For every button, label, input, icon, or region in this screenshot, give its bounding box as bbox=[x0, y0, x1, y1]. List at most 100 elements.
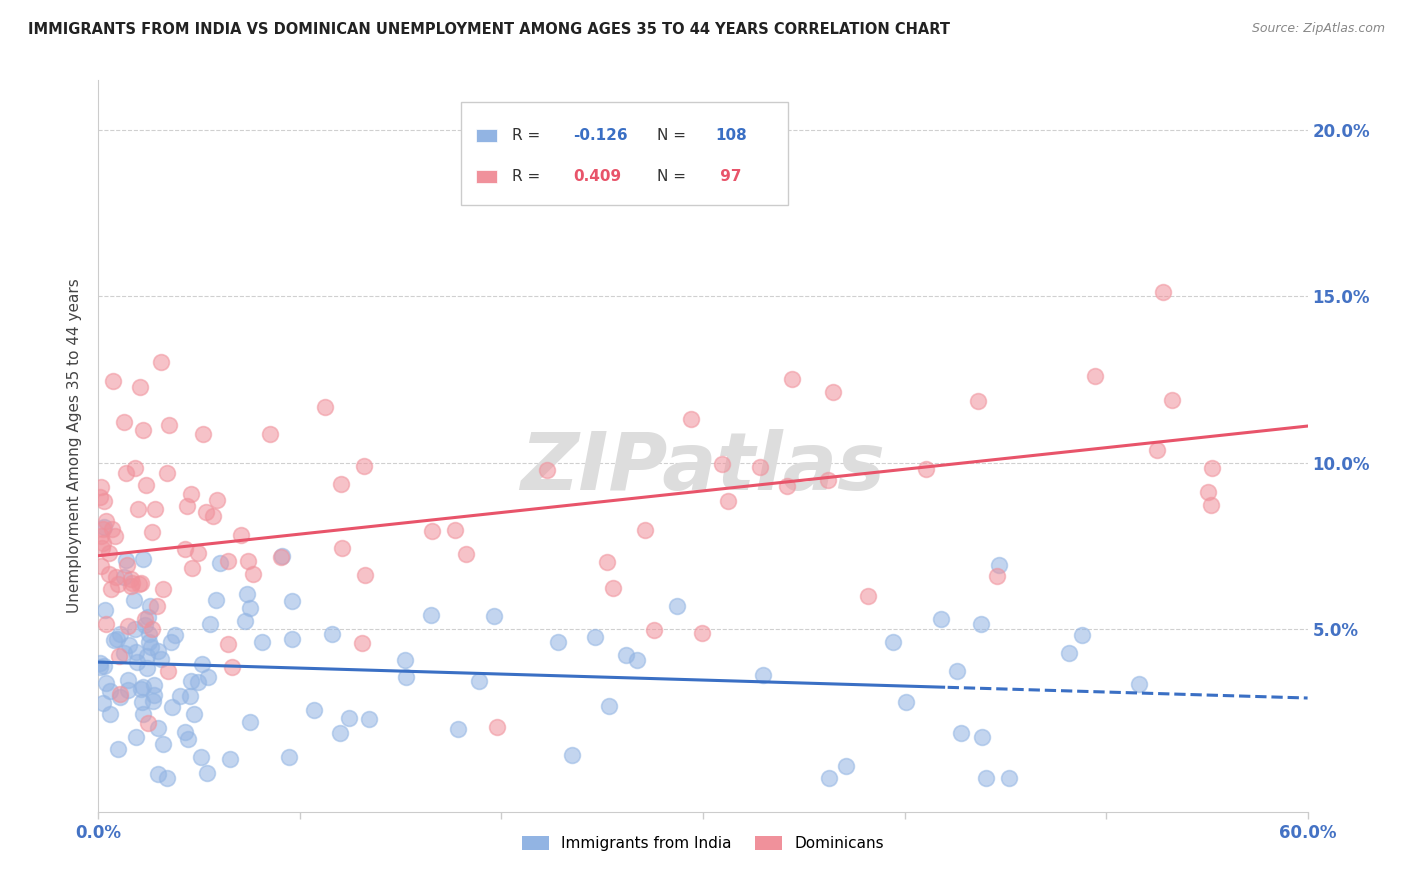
Point bbox=[949, 725, 972, 739]
Point bbox=[131, 681, 153, 696]
Point bbox=[454, 547, 477, 561]
Point bbox=[314, 400, 336, 414]
Point bbox=[112, 570, 135, 584]
Point bbox=[159, 635, 181, 649]
Point bbox=[101, 374, 124, 388]
Point bbox=[679, 411, 702, 425]
Point bbox=[90, 559, 112, 574]
Point bbox=[150, 355, 173, 369]
Point bbox=[583, 630, 606, 644]
Point bbox=[117, 619, 139, 633]
Point bbox=[183, 707, 205, 722]
Point bbox=[856, 589, 879, 603]
Text: R =: R = bbox=[512, 169, 546, 185]
Point bbox=[447, 722, 470, 736]
Point bbox=[997, 772, 1019, 786]
FancyBboxPatch shape bbox=[461, 103, 787, 204]
Point bbox=[614, 648, 637, 662]
Point bbox=[180, 561, 202, 575]
Bar bbox=[475, 128, 498, 142]
Point bbox=[114, 647, 136, 661]
Point bbox=[96, 675, 118, 690]
Point bbox=[132, 707, 155, 722]
Point bbox=[835, 759, 858, 773]
Point bbox=[195, 505, 218, 519]
Point bbox=[915, 462, 938, 476]
Text: N =: N = bbox=[657, 169, 690, 185]
Point bbox=[200, 616, 222, 631]
Point bbox=[105, 632, 128, 647]
Point bbox=[1057, 646, 1080, 660]
Point bbox=[250, 635, 273, 649]
Point bbox=[974, 772, 997, 786]
Point bbox=[94, 514, 117, 528]
Point bbox=[104, 529, 127, 543]
Point bbox=[270, 549, 292, 564]
Point bbox=[221, 659, 243, 673]
Point bbox=[1161, 393, 1184, 408]
Point bbox=[143, 678, 166, 692]
Point bbox=[141, 622, 163, 636]
Point bbox=[218, 752, 240, 766]
Point bbox=[169, 690, 191, 704]
Point bbox=[1146, 443, 1168, 458]
Legend: Immigrants from India, Dominicans: Immigrants from India, Dominicans bbox=[515, 828, 891, 859]
Point bbox=[149, 651, 172, 665]
Point bbox=[136, 661, 159, 675]
Point bbox=[103, 633, 125, 648]
Text: ZIPatlas: ZIPatlas bbox=[520, 429, 886, 507]
Point bbox=[626, 653, 648, 667]
Point bbox=[139, 640, 162, 654]
Point bbox=[143, 688, 166, 702]
Point bbox=[353, 458, 375, 473]
Point bbox=[217, 637, 239, 651]
Point bbox=[124, 623, 146, 637]
Point bbox=[598, 698, 620, 713]
Point bbox=[107, 576, 129, 591]
Text: IMMIGRANTS FROM INDIA VS DOMINICAN UNEMPLOYMENT AMONG AGES 35 TO 44 YEARS CORREL: IMMIGRANTS FROM INDIA VS DOMINICAN UNEMP… bbox=[28, 22, 950, 37]
Point bbox=[179, 689, 201, 703]
Point bbox=[148, 766, 170, 780]
Point bbox=[602, 581, 624, 595]
Point bbox=[105, 570, 128, 584]
Point bbox=[354, 567, 377, 582]
Point bbox=[302, 703, 325, 717]
Point bbox=[482, 609, 505, 624]
Point bbox=[536, 463, 558, 477]
Point bbox=[173, 724, 195, 739]
Point bbox=[157, 664, 180, 678]
Point bbox=[98, 707, 121, 722]
Point bbox=[90, 529, 112, 543]
Point bbox=[125, 730, 148, 744]
Point bbox=[394, 653, 416, 667]
Point bbox=[444, 523, 467, 537]
Point bbox=[156, 466, 179, 480]
Text: Source: ZipAtlas.com: Source: ZipAtlas.com bbox=[1251, 22, 1385, 36]
Point bbox=[1152, 285, 1174, 300]
Point bbox=[986, 569, 1008, 583]
Point bbox=[775, 478, 797, 492]
Point bbox=[94, 617, 117, 632]
Point bbox=[330, 477, 353, 491]
Point bbox=[217, 554, 239, 568]
Point bbox=[176, 732, 198, 747]
Point bbox=[486, 720, 509, 734]
Point bbox=[281, 594, 304, 608]
Point bbox=[176, 499, 198, 513]
Point bbox=[690, 626, 713, 640]
Point bbox=[152, 582, 174, 596]
Point bbox=[136, 610, 159, 624]
Point bbox=[136, 716, 159, 731]
Point bbox=[666, 599, 689, 614]
Point bbox=[93, 494, 115, 508]
Point bbox=[93, 520, 115, 534]
Point bbox=[1070, 628, 1092, 642]
Text: 108: 108 bbox=[716, 128, 747, 143]
Point bbox=[131, 551, 153, 566]
Point bbox=[420, 607, 443, 622]
Point bbox=[152, 737, 174, 751]
Point bbox=[94, 603, 117, 617]
Point bbox=[117, 683, 139, 698]
Point bbox=[233, 614, 256, 628]
Point bbox=[145, 599, 167, 613]
